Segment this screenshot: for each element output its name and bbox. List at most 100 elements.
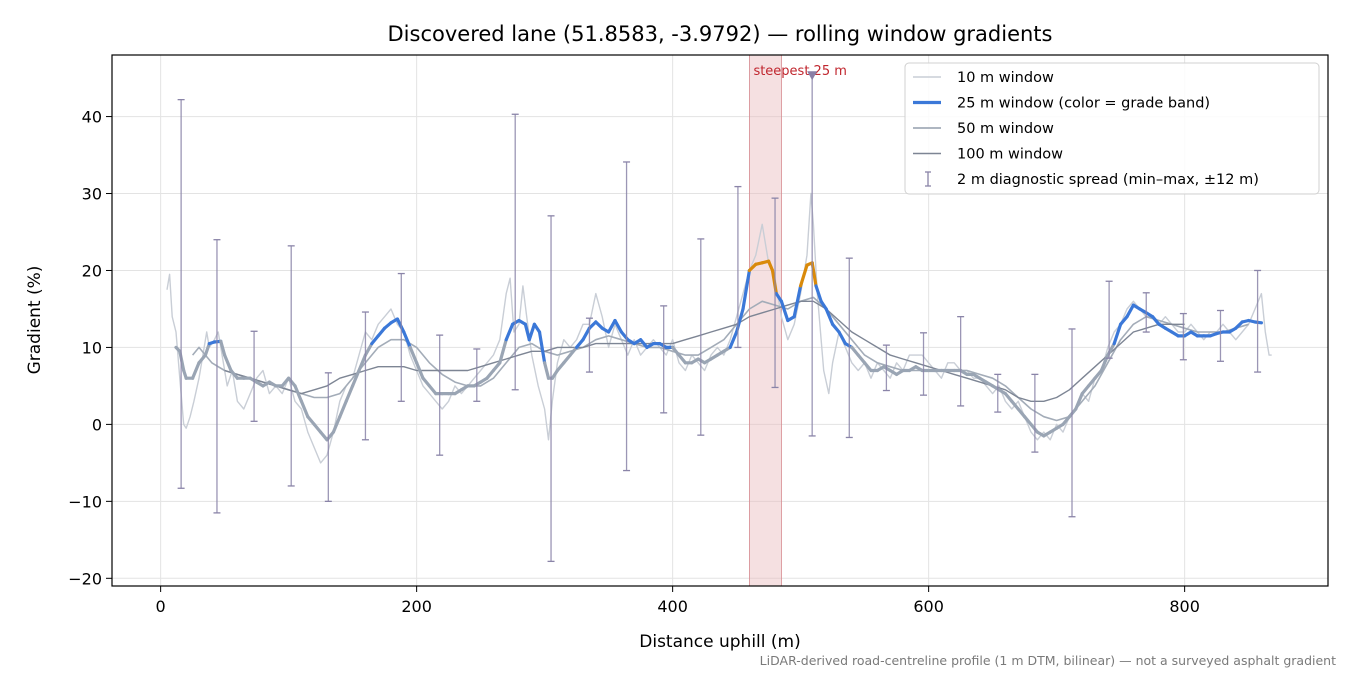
diagnostic-bar [585, 317, 593, 373]
series-segment-25m [613, 318, 624, 334]
series-segment-25m [1080, 384, 1091, 396]
y-tick-label: 0 [92, 415, 102, 434]
diagnostic-bar [250, 330, 258, 422]
series-segment-25m [229, 368, 239, 380]
series-segment-25m [779, 299, 790, 323]
series-segment-25m [370, 334, 380, 346]
diagnostic-bar [324, 372, 332, 502]
series-segment-25m [395, 317, 406, 334]
legend-label: 25 m window (color = grade band) [957, 96, 1210, 112]
plot-frame [111, 54, 1329, 587]
legend-entry: 100 m window [913, 147, 1063, 163]
diagnostic-bar [771, 197, 779, 389]
series-segment-25m [498, 338, 508, 365]
peak-marker-layer [807, 71, 818, 81]
series-segment-25m [862, 361, 873, 373]
series-segment-25m [312, 422, 323, 434]
series-segment-25m [427, 384, 438, 396]
diagnostic-bar [473, 348, 481, 402]
series-segment-25m [574, 338, 585, 349]
legend-label: 100 m window [957, 147, 1063, 163]
series-segment-25m [677, 353, 688, 365]
diagnostic-bar [1031, 373, 1039, 453]
legend-entry: 50 m window [913, 121, 1054, 137]
series-segment-25m [638, 338, 649, 349]
x-tick-label: 400 [657, 597, 688, 616]
series-segment-25m [830, 322, 841, 334]
diagnostic-bar [287, 245, 295, 487]
series-segment-25m [223, 353, 233, 373]
series-line [166, 192, 1272, 464]
series-segment-25m [555, 361, 566, 373]
y-tick-label: −10 [68, 492, 102, 511]
diagnostic-bar [1142, 292, 1150, 333]
grid-lines [112, 55, 1328, 586]
series-lines [166, 192, 1272, 464]
series-line [191, 296, 1249, 422]
series-segment-25m [542, 361, 551, 380]
y-tick-label: 40 [82, 108, 102, 127]
series-segment-25m [219, 339, 227, 357]
series-segment-25m [357, 353, 367, 373]
series-segment-25m [344, 384, 355, 403]
diagnostic-bar [1105, 280, 1113, 359]
x-tick-label: 600 [913, 597, 944, 616]
series-line [224, 300, 1185, 402]
diagnostic-bar [511, 113, 519, 391]
series-segment-25m [197, 353, 207, 365]
series-segment-25m [491, 361, 502, 373]
series-segment-25m [1029, 422, 1040, 434]
series-segment-25m [798, 263, 809, 288]
series-segment-25m [850, 345, 860, 357]
series-segment-25m [568, 345, 579, 357]
legend-entry: 10 m window [913, 70, 1054, 86]
series-segment-25m [504, 322, 515, 342]
series-segment-25m [331, 415, 342, 434]
series-segment-25m [814, 284, 823, 303]
diagnostic-spread-bars [177, 73, 1262, 563]
series-segment-25m [280, 376, 291, 388]
legend-label: 50 m window [957, 121, 1054, 137]
series-segment-25m [402, 330, 412, 349]
series-segment-25m [351, 368, 361, 388]
diagnostic-bar [177, 98, 185, 489]
series-segment-25m [485, 368, 495, 380]
legend-entry: 25 m window (color = grade band) [913, 96, 1210, 112]
series-segment-25m [792, 284, 803, 319]
series-segment-25m [562, 353, 572, 365]
diagnostic-bar [436, 334, 444, 456]
series-segment-25m [338, 399, 348, 419]
legend-frame [904, 62, 1320, 195]
series-segment-25m [581, 326, 592, 342]
x-tick-label: 800 [1169, 597, 1200, 616]
footnote: LiDAR-derived road-centreline profile (1… [760, 653, 1336, 668]
series-segment-25m [363, 342, 374, 357]
series-segment-25m [1016, 407, 1027, 419]
diagnostic-bar [1068, 328, 1076, 518]
series-segment-25m [203, 342, 211, 357]
x-axis-ticks: 0 200 400 600 800 [156, 586, 1200, 616]
peak-marker [807, 71, 818, 81]
diagnostic-bar [697, 238, 705, 436]
diagnostic-bar [361, 311, 369, 441]
series-segment-25m [319, 430, 329, 442]
steepest-band [749, 54, 782, 587]
series-segment-25m [1125, 303, 1136, 319]
series-segment-25m [408, 345, 419, 365]
series-segment-25m [376, 326, 387, 338]
series-segment-25m [856, 353, 867, 365]
diagnostic-bar [734, 185, 742, 349]
series-segment-25m [415, 361, 425, 380]
y-axis-label: Gradient (%) [25, 266, 45, 375]
series-segment-25m [527, 322, 537, 342]
series-segment-25m [1086, 376, 1097, 388]
series-segment-25m [837, 330, 848, 346]
series-segment-25m [824, 307, 835, 326]
y-tick-label: 30 [82, 185, 102, 204]
series-segment-25m [1010, 399, 1020, 411]
series-segment-25m [293, 384, 303, 403]
series-segment-25m [1061, 415, 1072, 426]
series-segment-25m [537, 330, 547, 365]
series-segment-25m [1093, 368, 1104, 380]
